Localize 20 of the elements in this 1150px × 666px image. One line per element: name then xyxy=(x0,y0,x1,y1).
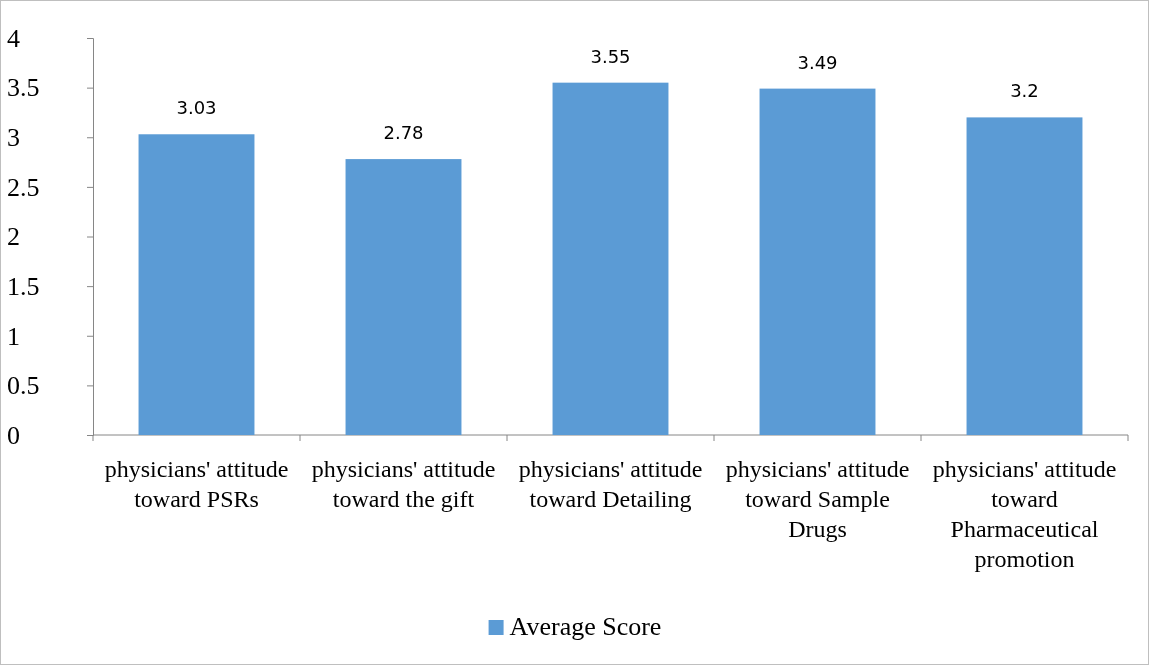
data-label: 3.03 xyxy=(176,97,217,119)
data-label: 2.78 xyxy=(383,122,424,144)
y-tick-label: 0.5 xyxy=(7,371,40,401)
data-label: 3.2 xyxy=(1010,80,1039,102)
data-label: 3.49 xyxy=(797,51,838,73)
y-tick-label: 1 xyxy=(7,321,20,351)
data-label: 3.55 xyxy=(590,45,631,67)
y-tick-label: 2 xyxy=(7,222,20,252)
x-tick-label: physicians' attitude toward PSRs xyxy=(104,456,289,512)
legend-label: Average Score xyxy=(509,612,662,641)
x-tick-label: physicians' attitude toward the gift xyxy=(311,456,496,512)
y-tick-label: 4 xyxy=(7,23,20,53)
x-tick-label: physicians' attitude toward Detailing xyxy=(518,456,703,512)
y-tick-label: 3 xyxy=(7,123,20,153)
y-tick-label: 2.5 xyxy=(7,172,40,202)
y-tick-label: 3.5 xyxy=(7,73,40,103)
x-tick-label: physicians' attitude toward Pharmaceutical promotion xyxy=(932,456,1117,572)
y-tick-label: 0 xyxy=(7,420,20,450)
y-tick-label: 1.5 xyxy=(7,271,40,301)
x-tick-label: physicians' attitude toward Sample Drugs xyxy=(725,456,910,542)
